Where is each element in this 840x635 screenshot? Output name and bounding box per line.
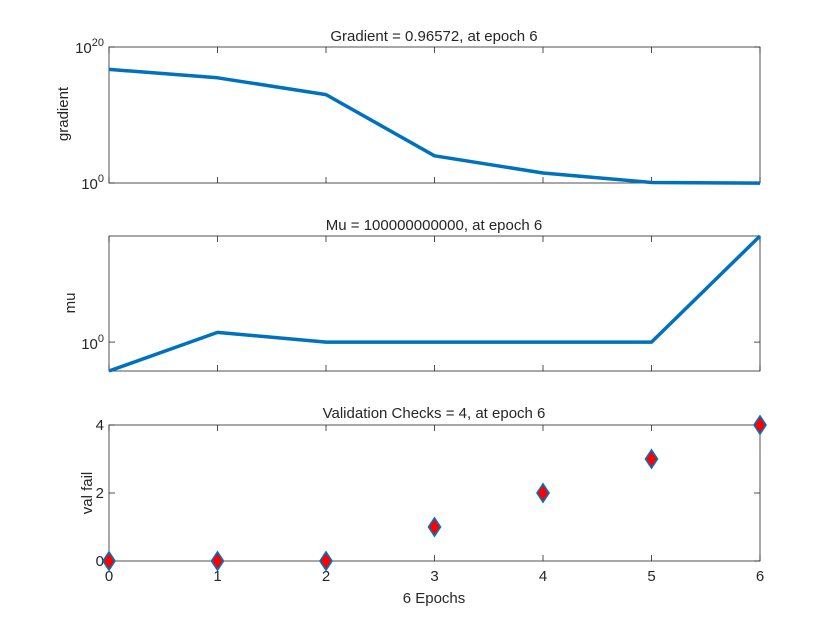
gradient-y-tick-top-exp: 20	[92, 37, 104, 49]
validation-title: Validation Checks = 4, at epoch 6	[323, 405, 546, 422]
validation-x-label: 6 Epochs	[403, 590, 466, 607]
mu-y-tick-exp: 0	[98, 333, 104, 345]
gradient-y-tick-bottom-base: 10	[81, 176, 98, 193]
validation-x-tick-label: 0	[105, 568, 113, 585]
validation-x-tick-label: 1	[213, 568, 221, 585]
validation-point-marker	[644, 448, 659, 470]
validation-x-tick-label: 3	[430, 568, 438, 585]
gradient-y-label: gradient	[55, 86, 72, 141]
validation-y-tick-label: 0	[96, 553, 104, 570]
gradient-plot-area	[108, 46, 761, 185]
gradient-y-tick-top-base: 10	[75, 40, 92, 57]
mu-y-label: mu	[62, 293, 79, 314]
validation-x-tick-label: 5	[647, 568, 655, 585]
validation-point-marker	[753, 414, 767, 436]
validation-subplot: Validation Checks = 4, at epoch 6 val fa…	[79, 405, 545, 607]
validation-point-marker	[319, 550, 333, 572]
gradient-subplot: Gradient = 0.96572, at epoch 6 gradient …	[55, 28, 538, 193]
mu-plot-area	[108, 234, 762, 373]
validation-x-tick-label: 4	[539, 568, 547, 585]
gradient-y-tick-top: 1020	[75, 37, 104, 57]
validation-x-tick-label: 6	[756, 568, 764, 585]
validation-point-marker	[102, 550, 116, 572]
validation-y-tick-label: 2	[96, 485, 104, 502]
gradient-axes-box	[108, 46, 761, 184]
validation-point-marker	[427, 516, 442, 538]
gradient-y-tick-bottom-exp: 0	[98, 173, 104, 185]
validation-plot-area: 0 2 4 0 1 2 3 4 5 6	[96, 414, 767, 585]
validation-y-label: val fail	[79, 472, 96, 515]
gradient-title: Gradient = 0.96572, at epoch 6	[330, 28, 537, 45]
mu-title: Mu = 100000000000, at epoch 6	[326, 217, 542, 234]
mu-axes-box	[108, 235, 761, 372]
gradient-y-tick-bottom: 100	[81, 173, 104, 193]
mu-y-tick-base: 10	[81, 336, 98, 353]
gradient-series-line	[108, 67, 761, 185]
validation-point-marker	[536, 482, 550, 504]
mu-series-line	[108, 234, 762, 373]
validation-point-marker	[210, 550, 225, 572]
mu-subplot: Mu = 100000000000, at epoch 6 mu 100	[62, 217, 542, 353]
validation-axes-box	[108, 424, 761, 562]
mu-y-tick: 100	[81, 333, 104, 353]
validation-y-tick-label: 4	[96, 417, 104, 434]
validation-x-tick-label: 2	[322, 568, 330, 585]
